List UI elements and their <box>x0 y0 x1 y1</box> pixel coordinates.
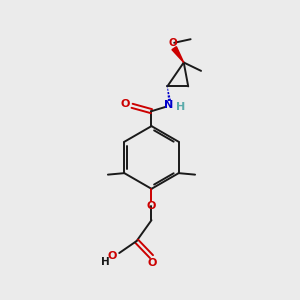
Text: O: O <box>121 99 130 109</box>
Text: H: H <box>176 102 185 112</box>
Text: N: N <box>164 100 173 110</box>
Text: O: O <box>108 251 117 261</box>
Polygon shape <box>172 47 184 62</box>
Text: O: O <box>169 38 178 48</box>
Text: H: H <box>101 257 110 267</box>
Text: O: O <box>147 201 156 211</box>
Text: O: O <box>147 258 157 268</box>
